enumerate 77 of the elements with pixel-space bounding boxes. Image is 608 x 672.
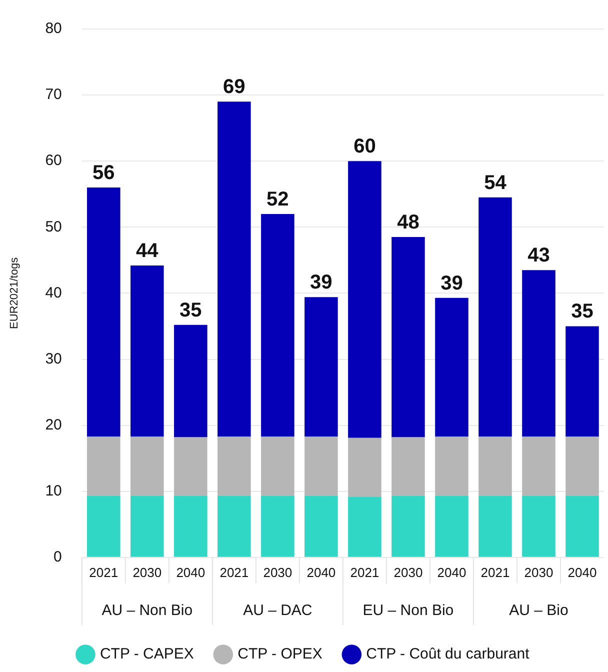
bar xyxy=(522,496,556,557)
legend-label: CTP - CAPEX xyxy=(100,646,194,663)
bar xyxy=(304,297,338,437)
bar xyxy=(86,496,120,557)
bar xyxy=(86,436,120,496)
total-label: 52 xyxy=(266,188,289,210)
bar xyxy=(218,436,251,496)
total-label: 69 xyxy=(223,76,246,98)
bar xyxy=(174,496,208,557)
bar xyxy=(435,496,468,557)
x-tick-label: 2030 xyxy=(394,564,423,580)
y-tick-label: 70 xyxy=(45,86,62,104)
bar xyxy=(392,437,425,496)
bar xyxy=(478,496,512,557)
bar xyxy=(348,496,382,557)
y-tick-label: 60 xyxy=(45,152,62,170)
bar xyxy=(130,436,164,496)
total-label: 43 xyxy=(528,244,550,267)
bar xyxy=(218,496,251,557)
text: EU – Non Bio xyxy=(362,602,454,620)
y-tick-label: 30 xyxy=(45,350,62,368)
bar xyxy=(174,324,208,438)
bar xyxy=(130,496,164,557)
total-label: 60 xyxy=(354,136,376,158)
bar xyxy=(392,496,425,557)
bar xyxy=(304,436,338,496)
x-tick-label: 2030 xyxy=(263,564,292,580)
total-label: 44 xyxy=(136,240,160,262)
bar xyxy=(478,436,512,496)
x-tick-label: 2021 xyxy=(480,564,510,580)
bar xyxy=(566,326,599,437)
y-tick-label: 10 xyxy=(45,482,62,500)
bar xyxy=(435,298,468,437)
bar xyxy=(86,188,120,437)
y-tick-label: 20 xyxy=(45,416,62,434)
total-label: 48 xyxy=(397,212,420,234)
text: AU – DAC xyxy=(243,602,312,620)
legend-label: CTP - Coût du carburant xyxy=(366,646,530,663)
x-tick-label: 2040 xyxy=(437,564,466,580)
total-label: 39 xyxy=(440,272,463,294)
text: AU – Non Bio xyxy=(102,602,193,620)
bar xyxy=(304,496,338,557)
y-tick-label: 50 xyxy=(45,218,62,236)
bar xyxy=(348,438,382,497)
total-label: 35 xyxy=(180,299,202,322)
bar xyxy=(435,436,468,496)
total-label: 54 xyxy=(484,172,508,194)
text: AU – Bio xyxy=(509,602,568,620)
legend-label: CTP - OPEX xyxy=(238,646,322,663)
bar xyxy=(566,496,599,557)
x-tick-label: 2040 xyxy=(306,564,336,580)
bar xyxy=(261,496,294,557)
bar xyxy=(478,197,512,437)
bar xyxy=(261,436,294,496)
total-label: 35 xyxy=(571,300,594,323)
total-label: 39 xyxy=(310,272,332,294)
x-tick-label: 2021 xyxy=(89,564,118,580)
x-tick-label: 2021 xyxy=(350,564,380,580)
y-axis-title: EUR2021/togs xyxy=(8,256,21,329)
bar xyxy=(348,161,382,438)
bar xyxy=(566,436,599,496)
y-tick-label: 40 xyxy=(45,284,62,302)
y-tick-label: 80 xyxy=(45,20,62,38)
y-tick-label: 0 xyxy=(54,548,62,566)
bar xyxy=(218,102,251,437)
x-tick-label: 2021 xyxy=(220,564,249,580)
x-tick-label: 2040 xyxy=(176,564,206,580)
total-label: 56 xyxy=(92,162,115,184)
bar xyxy=(174,437,208,496)
bar xyxy=(261,214,294,437)
x-tick-label: 2030 xyxy=(132,564,162,580)
x-tick-label: 2040 xyxy=(568,564,597,580)
x-tick-label: 2030 xyxy=(524,564,554,580)
bar xyxy=(392,237,425,438)
bar xyxy=(522,270,556,437)
bar xyxy=(522,436,556,496)
bar xyxy=(130,265,164,437)
